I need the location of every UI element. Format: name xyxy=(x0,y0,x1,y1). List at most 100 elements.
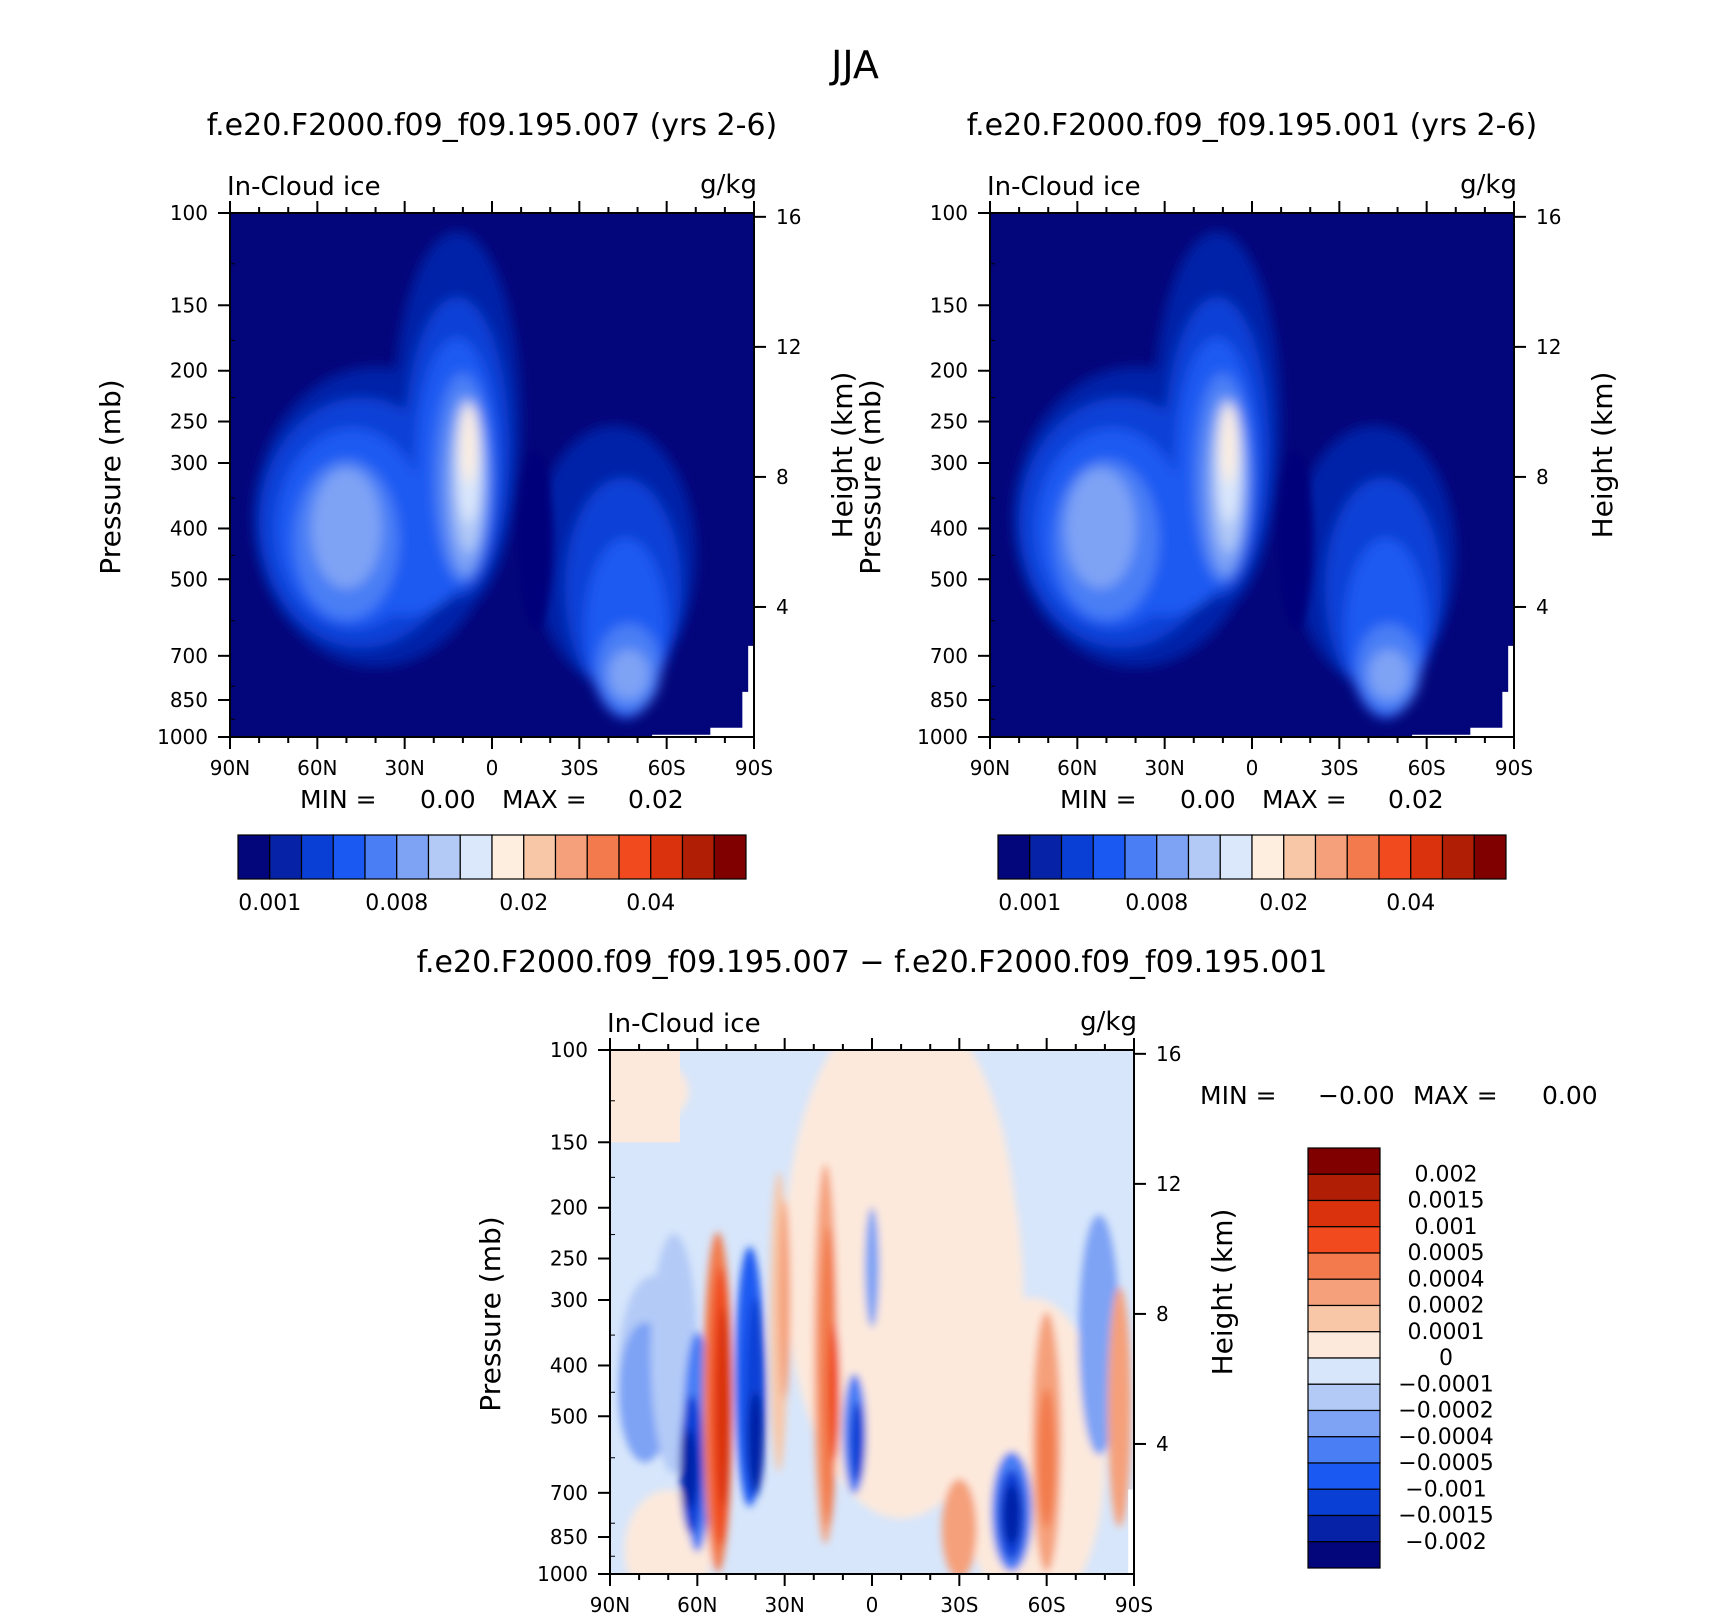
y-tick-label: 850 xyxy=(170,688,208,712)
panel-title: f.e20.F2000.f09_f09.195.001 (yrs 2-6) xyxy=(967,108,1537,143)
colorbar-label: 0.0001 xyxy=(1408,1320,1485,1345)
y-tick-label: 250 xyxy=(170,410,208,434)
y2-axis-label: Height (km) xyxy=(1586,372,1619,539)
y-tick-label: 500 xyxy=(930,567,968,591)
y2-tick-label: 12 xyxy=(1156,1172,1181,1196)
colorbar-swatch xyxy=(650,834,684,880)
colorbar-swatch xyxy=(1307,1462,1381,1490)
colorbar-swatch xyxy=(364,834,398,880)
y-tick-label: 400 xyxy=(170,516,208,540)
contour-cell xyxy=(864,1207,880,1328)
colorbar-swatch xyxy=(1283,834,1317,880)
contour-field xyxy=(990,213,1514,737)
y-tick-label: 500 xyxy=(170,567,208,591)
min-value: 0.00 xyxy=(420,785,476,814)
y-tick-label: 300 xyxy=(550,1288,588,1312)
contour-field xyxy=(610,1050,1134,1574)
y-tick-label: 300 xyxy=(930,451,968,475)
colorbar-swatch xyxy=(459,834,493,880)
y-tick-label: 100 xyxy=(930,201,968,225)
contour-cell xyxy=(679,1428,698,1509)
colorbar-swatch xyxy=(1251,834,1285,880)
x-tick-label: 30N xyxy=(384,756,424,780)
y-tick-label: 700 xyxy=(930,644,968,668)
contour-cell xyxy=(1037,1387,1056,1528)
colorbar-swatch xyxy=(1307,1199,1381,1228)
colorbar-label: −0.001 xyxy=(1405,1477,1486,1502)
colorbar-swatch xyxy=(1156,834,1190,880)
colorbar-swatch xyxy=(1307,1514,1381,1543)
contour-cell xyxy=(610,1050,680,1143)
colorbar-swatch xyxy=(523,834,557,880)
y-tick-label: 850 xyxy=(550,1525,588,1549)
y-tick-label: 300 xyxy=(170,451,208,475)
x-tick-label: 60N xyxy=(297,756,337,780)
colorbar-swatch xyxy=(1219,834,1253,880)
y-tick-label: 150 xyxy=(550,1130,588,1154)
min-label: MIN = xyxy=(300,785,377,814)
colorbar-swatch xyxy=(1307,1252,1381,1280)
colorbar-swatch xyxy=(554,834,588,880)
figure-title: JJA xyxy=(829,43,879,87)
colorbar-swatch xyxy=(1378,834,1412,880)
y-tick-label: 150 xyxy=(930,293,968,317)
colorbar-label: 0.008 xyxy=(365,891,428,916)
panel-2: f.e20.F2000.f09_f09.195.001 (yrs 2-6) In-… xyxy=(854,108,1619,916)
x-tick-label: 30S xyxy=(940,1593,978,1616)
x-tick-label: 30N xyxy=(764,1593,804,1616)
y2-tick-label: 16 xyxy=(1536,205,1561,229)
colorbar-swatch xyxy=(1029,834,1063,880)
colorbar-swatch xyxy=(1124,834,1158,880)
y-tick-label: 250 xyxy=(930,410,968,434)
y2-tick-label: 8 xyxy=(776,465,789,489)
colorbar-swatch xyxy=(1307,1278,1381,1307)
y-tick-label: 850 xyxy=(930,688,968,712)
contour-cell xyxy=(1003,1484,1021,1545)
colorbar-label: 0.02 xyxy=(499,891,548,916)
colorbar-label: 0.0002 xyxy=(1408,1294,1485,1319)
colorbar-label: −0.0015 xyxy=(1398,1504,1493,1529)
max-value: 0.02 xyxy=(628,785,684,814)
panel-title: f.e20.F2000.f09_f09.195.007 (yrs 2-6) xyxy=(207,108,777,143)
min-label: MIN = xyxy=(1200,1081,1277,1110)
units-label: g/kg xyxy=(1460,170,1517,200)
y-tick-label: 400 xyxy=(930,516,968,540)
colorbar-label: 0.04 xyxy=(1386,891,1435,916)
colorbar-swatch xyxy=(713,834,747,880)
contour-cell xyxy=(941,1478,977,1574)
colorbar-swatch xyxy=(586,834,620,880)
colorbar-swatch xyxy=(1307,1357,1381,1385)
colorbar-label: 0 xyxy=(1439,1346,1453,1371)
colorbar-swatch xyxy=(1441,834,1475,880)
variable-label: In-Cloud ice xyxy=(227,172,381,202)
max-label: MAX = xyxy=(1262,785,1347,814)
colorbar-swatch xyxy=(237,834,271,880)
colorbar: 0.0020.00150.0010.00050.00040.00020.0001… xyxy=(1307,1147,1494,1569)
colorbar-label: 0.0015 xyxy=(1408,1189,1485,1214)
y-tick-label: 1000 xyxy=(157,725,208,749)
colorbar-swatch xyxy=(427,834,461,880)
colorbar: 0.001 0.008 0.02 0.04 xyxy=(997,834,1507,916)
x-tick-label: 0 xyxy=(866,1593,879,1616)
min-label: MIN = xyxy=(1060,785,1137,814)
colorbar-swatch xyxy=(332,834,366,880)
dry-slot xyxy=(518,449,554,630)
x-tick-label: 90N xyxy=(970,756,1010,780)
colorbar-swatch xyxy=(300,834,334,880)
y2-tick-label: 4 xyxy=(1156,1432,1169,1456)
colorbar-label: 0.02 xyxy=(1259,891,1308,916)
colorbar-swatch xyxy=(1307,1436,1381,1464)
colorbar-swatch xyxy=(1307,1226,1381,1254)
colorbar-label: −0.0004 xyxy=(1398,1425,1493,1450)
colorbar-label: −0.0005 xyxy=(1398,1451,1493,1476)
panel-title: f.e20.F2000.f09_f09.195.007 − f.e20.F200… xyxy=(417,945,1328,980)
y-tick-label: 100 xyxy=(550,1038,588,1062)
colorbar-label: 0.001 xyxy=(238,891,301,916)
contour-field xyxy=(230,213,754,737)
contour-cell xyxy=(850,1402,865,1483)
y-axis-label: Pressure (mb) xyxy=(854,379,887,574)
colorbar-label: −0.0002 xyxy=(1398,1399,1493,1424)
colorbar-label: 0.002 xyxy=(1415,1162,1478,1187)
x-tick-label: 0 xyxy=(1246,756,1259,780)
